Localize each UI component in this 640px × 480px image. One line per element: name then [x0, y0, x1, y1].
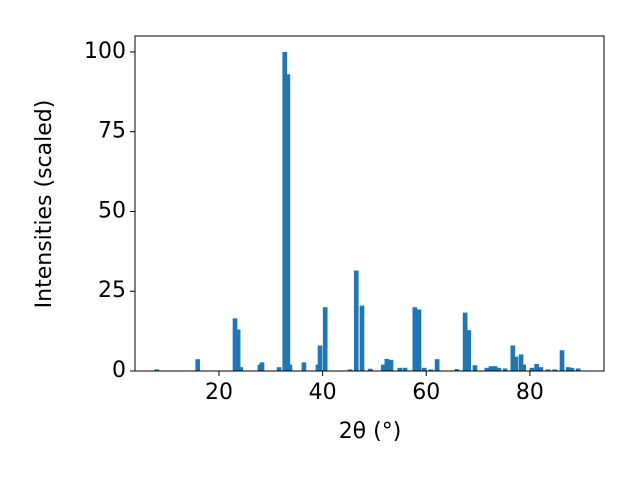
bar	[559, 350, 565, 371]
bar	[353, 270, 359, 371]
bar	[402, 367, 408, 371]
bar	[492, 366, 498, 371]
y-tick-label: 75	[98, 119, 126, 144]
bar	[287, 364, 293, 371]
bar	[282, 51, 288, 371]
x-axis-label: 2θ (°)	[339, 419, 402, 444]
x-tick-label: 20	[205, 380, 233, 405]
bar	[380, 364, 386, 371]
bar	[359, 305, 365, 371]
bar	[384, 358, 390, 371]
bar	[454, 369, 460, 371]
bar	[428, 369, 434, 371]
bar	[565, 367, 571, 371]
bar	[434, 359, 440, 371]
bar	[285, 74, 291, 372]
bar	[545, 369, 551, 371]
bar	[534, 363, 539, 371]
x-tick-label: 80	[516, 380, 544, 405]
bar	[232, 318, 238, 371]
bar	[496, 367, 502, 371]
y-tick-label: 0	[112, 358, 126, 383]
bar	[317, 345, 323, 371]
bar	[367, 368, 373, 371]
y-tick-label: 50	[98, 198, 126, 223]
bar	[388, 359, 394, 371]
bar	[235, 329, 241, 371]
bar	[569, 367, 575, 371]
bar	[301, 362, 307, 371]
bar	[552, 369, 558, 371]
bar	[538, 367, 544, 371]
bar	[259, 362, 265, 371]
bar	[412, 307, 418, 371]
y-tick-label: 100	[84, 39, 126, 64]
bar	[472, 365, 478, 371]
plot-frame	[134, 35, 605, 372]
bar	[462, 312, 468, 371]
bar	[502, 368, 508, 371]
bar	[397, 367, 403, 371]
bar	[238, 367, 244, 371]
bar	[510, 345, 516, 371]
bar	[529, 367, 535, 371]
bar	[466, 330, 472, 371]
bar	[484, 367, 490, 371]
bar	[347, 369, 353, 371]
x-tick-label: 40	[309, 380, 337, 405]
bar	[416, 309, 422, 371]
bar	[575, 368, 581, 371]
bar	[521, 364, 527, 371]
y-tick-label: 25	[98, 278, 126, 303]
bar	[488, 366, 494, 371]
bar	[513, 356, 519, 371]
x-tick-label: 60	[412, 380, 440, 405]
bar	[154, 369, 160, 371]
bar	[421, 367, 427, 371]
bar	[518, 354, 524, 371]
bar	[195, 359, 201, 371]
y-axis-label: Intensities (scaled)	[32, 100, 57, 309]
bar	[322, 307, 328, 371]
bar	[276, 367, 282, 371]
